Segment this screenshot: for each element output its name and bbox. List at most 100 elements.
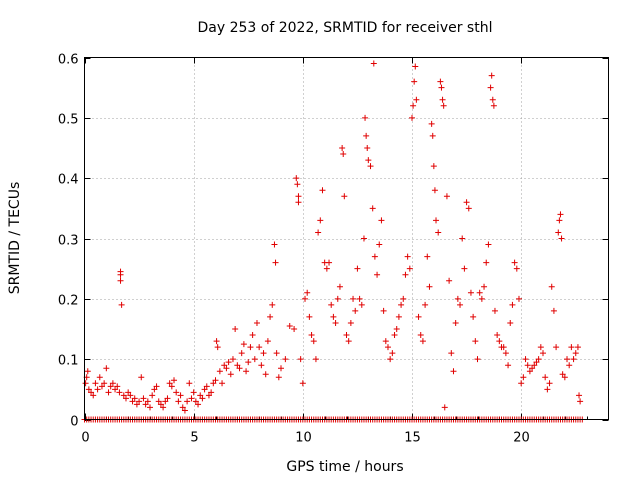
- data-point: [90, 392, 97, 399]
- data-point: [522, 356, 529, 363]
- data-point: [452, 319, 459, 326]
- y-axis-label: SRMTID / TECUs: [7, 182, 23, 295]
- data-point: [85, 386, 92, 393]
- data-point: [306, 313, 313, 320]
- data-point: [553, 344, 560, 351]
- data-point: [352, 307, 359, 314]
- data-point: [312, 356, 319, 363]
- data-point: [326, 259, 333, 266]
- data-point: [488, 72, 495, 79]
- data-point: [496, 338, 503, 345]
- data-point: [236, 365, 243, 372]
- x-tick-label: 0: [81, 431, 89, 446]
- data-point: [367, 163, 374, 170]
- data-point: [393, 326, 400, 332]
- data-point: [190, 389, 197, 396]
- data-point: [332, 319, 339, 326]
- data-point: [249, 332, 256, 339]
- data-point: [323, 265, 330, 272]
- data-point: [429, 132, 436, 139]
- data-point: [566, 362, 573, 369]
- x-tick-label: 15: [404, 431, 421, 446]
- data-point: [524, 362, 531, 369]
- data-point: [82, 380, 89, 387]
- data-point: [535, 356, 542, 363]
- data-point: [166, 380, 173, 387]
- data-point: [448, 350, 455, 357]
- data-point: [117, 268, 124, 275]
- data-point: [398, 301, 405, 308]
- data-point: [234, 362, 241, 369]
- data-point: [341, 193, 348, 200]
- y-tick-label: 0.3: [58, 234, 79, 249]
- data-point: [84, 368, 91, 375]
- data-point: [433, 217, 440, 224]
- x-axis-label: GPS time / hours: [286, 459, 403, 475]
- data-point: [317, 217, 324, 224]
- data-point: [253, 319, 260, 326]
- data-point: [559, 371, 566, 378]
- data-point: [378, 217, 385, 224]
- data-point: [374, 271, 381, 278]
- data-point: [213, 338, 220, 345]
- data-point: [360, 235, 367, 242]
- data-point: [109, 380, 116, 387]
- data-point: [142, 401, 149, 408]
- data-point: [192, 398, 199, 405]
- data-point: [387, 356, 394, 363]
- data-point: [450, 368, 457, 375]
- data-point: [356, 295, 363, 302]
- data-point: [107, 383, 114, 390]
- y-tick-label: 0: [70, 415, 78, 430]
- data-point: [340, 151, 347, 158]
- data-point: [540, 350, 546, 357]
- data-point: [412, 63, 419, 70]
- data-point: [347, 319, 354, 326]
- data-point: [518, 380, 525, 387]
- data-point: [564, 356, 571, 363]
- data-point: [201, 386, 208, 393]
- data-point: [243, 368, 250, 375]
- data-point: [227, 371, 234, 378]
- data-point: [308, 332, 315, 339]
- data-point: [457, 301, 464, 308]
- data-point: [481, 283, 488, 290]
- data-point: [470, 313, 477, 320]
- y-tick-label: 0.2: [58, 294, 79, 309]
- data-point: [258, 362, 265, 369]
- x-tick-label: 10: [295, 431, 312, 446]
- data-point: [362, 114, 369, 121]
- data-point: [438, 84, 445, 91]
- data-point: [112, 386, 119, 393]
- data-point: [389, 350, 396, 357]
- data-point: [153, 383, 160, 390]
- data-point: [223, 365, 230, 372]
- data-point: [531, 362, 538, 369]
- data-point: [245, 359, 252, 366]
- data-point: [485, 241, 492, 248]
- data-point: [162, 398, 169, 405]
- data-point: [216, 368, 223, 375]
- data-point: [140, 395, 147, 402]
- data-point: [225, 359, 232, 366]
- data-point: [546, 380, 553, 387]
- data-point: [417, 332, 424, 339]
- data-point: [431, 187, 438, 194]
- data-point: [465, 205, 472, 212]
- data-point: [461, 265, 468, 272]
- data-point: [127, 392, 134, 399]
- data-point: [175, 398, 182, 405]
- data-point: [271, 241, 278, 248]
- data-point: [520, 374, 527, 381]
- data-point: [229, 356, 236, 363]
- data-point: [428, 120, 435, 127]
- data-point: [330, 313, 337, 320]
- data-point: [454, 295, 461, 302]
- data-point: [88, 389, 95, 396]
- data-point: [568, 344, 575, 351]
- data-point: [92, 380, 99, 387]
- data-point: [548, 283, 555, 290]
- data-point: [411, 78, 418, 85]
- data-point: [240, 341, 247, 348]
